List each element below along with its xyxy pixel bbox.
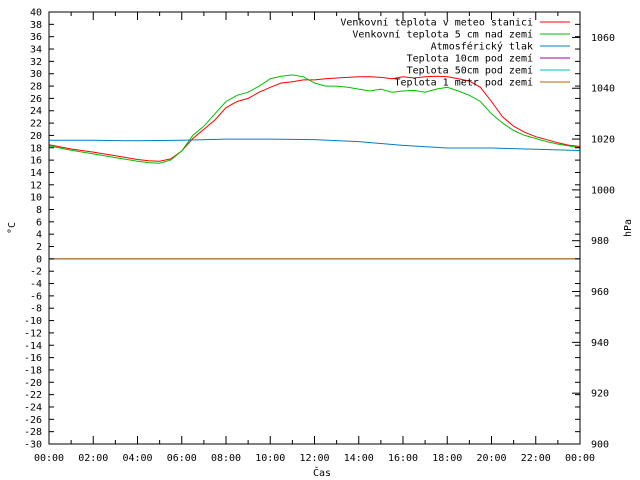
right-tick-label: 1060 <box>591 33 615 44</box>
x-tick-label: 12:00 <box>299 453 329 464</box>
left-tick-label: 0 <box>36 254 42 265</box>
left-tick-label: 36 <box>30 32 42 43</box>
series-line-0 <box>48 75 581 162</box>
left-tick-label: 12 <box>30 180 42 191</box>
legend-label-3: Teplota 10cm pod zemí <box>407 53 533 65</box>
right-tick-label: 1020 <box>591 135 615 146</box>
right-tick-label: 920 <box>591 389 609 400</box>
left-tick-label: 40 <box>30 8 42 19</box>
left-tick-label: 24 <box>30 106 42 117</box>
legend-label-2: Atmosférický tlak <box>431 41 533 53</box>
legend-label-5: Teplota 1 metr pod zemí <box>395 77 533 89</box>
plot-lines <box>48 74 581 260</box>
legend-label-4: Teplota 50cm pod zemí <box>407 65 533 77</box>
left-tick-label: 2 <box>36 242 42 253</box>
left-tick-label: -10 <box>24 316 42 327</box>
left-tick-label: 10 <box>30 193 42 204</box>
left-tick-label: 26 <box>30 94 42 105</box>
left-tick-label: -22 <box>24 390 42 401</box>
left-tick-label: 28 <box>30 82 42 93</box>
x-tick-label: 02:00 <box>78 453 108 464</box>
left-tick-label: -30 <box>24 440 42 451</box>
x-tick-label: 04:00 <box>122 453 152 464</box>
left-tick-label: -2 <box>30 267 42 278</box>
left-tick-label: -18 <box>24 365 42 376</box>
right-tick-label: 1040 <box>591 84 615 95</box>
x-tick-label: 18:00 <box>432 453 462 464</box>
left-tick-label: 30 <box>30 69 42 80</box>
left-tick-label: 34 <box>30 45 42 56</box>
legend-label-0: Venkovní teplota v meteo stanici <box>340 17 533 29</box>
left-tick-label: 4 <box>36 230 42 241</box>
x-axis-label: Čas <box>313 466 331 479</box>
x-tick-label: 00:00 <box>565 453 595 464</box>
x-tick-label: 22:00 <box>521 453 551 464</box>
x-tick-label: 14:00 <box>344 453 374 464</box>
left-tick-label: 14 <box>30 168 42 179</box>
left-axis-label: °C <box>7 222 18 234</box>
left-tick-label: 20 <box>30 131 42 142</box>
left-tick-label: 16 <box>30 156 42 167</box>
left-tick-label: -6 <box>30 291 42 302</box>
right-tick-label: 1000 <box>591 185 615 196</box>
left-tick-label: -12 <box>24 328 42 339</box>
legend-label-1: Venkovní teplota 5 cm nad zemí <box>352 29 533 41</box>
x-tick-label: 10:00 <box>255 453 285 464</box>
left-tick-label: -26 <box>24 415 42 426</box>
left-tick-label: -28 <box>24 427 42 438</box>
left-tick-label: 22 <box>30 119 42 130</box>
left-tick-label: 38 <box>30 20 42 31</box>
left-tick-label: -8 <box>30 304 42 315</box>
left-tick-label: -20 <box>24 378 42 389</box>
left-tick-label: 18 <box>30 143 42 154</box>
right-tick-label: 900 <box>591 440 609 451</box>
x-tick-label: 00:00 <box>34 453 64 464</box>
right-axis-label: hPa <box>623 219 634 237</box>
series-line-1 <box>48 74 581 164</box>
x-tick-label: 08:00 <box>211 453 241 464</box>
left-tick-label: -24 <box>24 402 42 413</box>
legend: Venkovní teplota v meteo staniciVenkovní… <box>340 17 570 89</box>
left-tick-label: 32 <box>30 57 42 68</box>
left-tick-label: -14 <box>24 341 42 352</box>
left-axis: -30-28-26-24-22-20-18-16-14-12-10-8-6-4-… <box>24 8 580 451</box>
left-tick-label: -4 <box>30 279 42 290</box>
series-line-2 <box>49 138 581 151</box>
x-tick-label: 16:00 <box>388 453 418 464</box>
x-tick-label: 06:00 <box>167 453 197 464</box>
right-tick-label: 960 <box>591 287 609 298</box>
right-tick-label: 980 <box>591 236 609 247</box>
left-tick-label: -16 <box>24 353 42 364</box>
x-axis: 00:00 02:00 04:00 06:00 08:00 10:00 12:00 14:00… <box>34 12 595 464</box>
left-tick-label: 6 <box>36 217 42 228</box>
right-tick-label: 940 <box>591 338 609 349</box>
right-axis: 900 920 940 960 980 1000 1020 1040 1060 <box>572 33 615 451</box>
left-tick-label: 8 <box>36 205 42 216</box>
x-tick-label: 20:00 <box>476 453 506 464</box>
